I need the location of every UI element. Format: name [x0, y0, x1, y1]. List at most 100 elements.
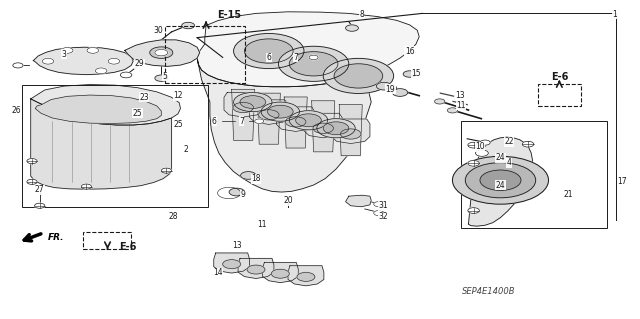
- Text: 4: 4: [506, 158, 511, 167]
- Text: 15: 15: [411, 69, 421, 78]
- Polygon shape: [33, 47, 133, 75]
- Bar: [165, 26, 245, 83]
- Circle shape: [13, 63, 23, 68]
- Bar: [83, 232, 131, 249]
- Text: 24: 24: [495, 153, 506, 162]
- Text: 1: 1: [612, 10, 617, 19]
- Text: 28: 28: [168, 212, 177, 221]
- Polygon shape: [197, 12, 419, 87]
- Circle shape: [374, 211, 384, 216]
- Circle shape: [120, 72, 132, 78]
- Text: 25: 25: [173, 120, 183, 129]
- Circle shape: [403, 71, 416, 77]
- Text: 32: 32: [378, 212, 388, 221]
- Polygon shape: [125, 40, 200, 66]
- Circle shape: [346, 25, 358, 31]
- Text: 27: 27: [35, 185, 45, 194]
- Circle shape: [150, 47, 173, 58]
- Circle shape: [480, 170, 521, 190]
- Text: 7: 7: [239, 117, 244, 126]
- Text: 20: 20: [283, 197, 293, 205]
- Text: 22: 22: [504, 137, 513, 146]
- Text: 17: 17: [617, 177, 627, 186]
- Circle shape: [27, 159, 37, 164]
- Text: E-6: E-6: [550, 71, 568, 82]
- Circle shape: [247, 265, 265, 274]
- Circle shape: [155, 49, 168, 56]
- Text: 13: 13: [232, 241, 242, 250]
- Text: 9: 9: [241, 190, 246, 199]
- Circle shape: [289, 52, 338, 76]
- Circle shape: [468, 160, 479, 166]
- Circle shape: [323, 58, 394, 93]
- Circle shape: [234, 33, 304, 69]
- Circle shape: [182, 22, 195, 29]
- Text: 12: 12: [173, 91, 182, 100]
- Circle shape: [297, 272, 315, 281]
- Circle shape: [313, 123, 333, 133]
- Circle shape: [268, 105, 293, 118]
- Polygon shape: [468, 137, 532, 226]
- Polygon shape: [31, 85, 180, 125]
- Circle shape: [334, 64, 383, 88]
- Text: 13: 13: [454, 91, 465, 100]
- Polygon shape: [214, 253, 250, 273]
- Circle shape: [476, 150, 488, 156]
- Circle shape: [468, 142, 479, 148]
- Polygon shape: [197, 58, 371, 192]
- Circle shape: [317, 119, 355, 138]
- Text: E-15: E-15: [217, 10, 241, 20]
- Polygon shape: [332, 119, 370, 144]
- Polygon shape: [262, 263, 298, 283]
- Polygon shape: [346, 195, 371, 207]
- Circle shape: [223, 260, 241, 269]
- Text: 16: 16: [404, 47, 415, 56]
- Text: 30: 30: [154, 26, 164, 35]
- Text: 6: 6: [266, 53, 271, 62]
- Circle shape: [480, 140, 490, 145]
- Circle shape: [240, 96, 266, 108]
- Circle shape: [296, 114, 321, 127]
- Text: 7: 7: [293, 53, 298, 62]
- Polygon shape: [276, 107, 315, 131]
- Polygon shape: [224, 93, 262, 117]
- Text: 18: 18: [252, 174, 260, 183]
- Text: 23: 23: [139, 93, 149, 102]
- Circle shape: [87, 48, 99, 53]
- Circle shape: [278, 46, 349, 81]
- Circle shape: [340, 129, 361, 139]
- Circle shape: [234, 93, 272, 112]
- Circle shape: [468, 208, 479, 213]
- Circle shape: [392, 89, 408, 96]
- Text: 29: 29: [134, 59, 145, 68]
- Polygon shape: [284, 97, 307, 148]
- Text: 8: 8: [359, 10, 364, 19]
- Text: SEP4E1400B: SEP4E1400B: [462, 287, 516, 296]
- Polygon shape: [31, 99, 172, 189]
- Text: 11: 11: [258, 220, 267, 229]
- Text: 19: 19: [385, 85, 396, 94]
- Circle shape: [447, 108, 458, 113]
- Polygon shape: [257, 93, 280, 144]
- Circle shape: [61, 48, 73, 53]
- Polygon shape: [232, 89, 255, 140]
- Polygon shape: [288, 266, 324, 286]
- Circle shape: [285, 117, 306, 127]
- Circle shape: [309, 55, 318, 60]
- Circle shape: [27, 179, 37, 184]
- Circle shape: [522, 141, 534, 147]
- Circle shape: [155, 75, 168, 81]
- Circle shape: [387, 85, 397, 91]
- Polygon shape: [35, 95, 161, 123]
- Polygon shape: [238, 258, 274, 278]
- Circle shape: [259, 110, 279, 120]
- Circle shape: [95, 68, 107, 74]
- Text: 5: 5: [163, 72, 168, 81]
- Text: E-6: E-6: [119, 241, 137, 252]
- Polygon shape: [304, 113, 342, 138]
- Circle shape: [42, 58, 54, 64]
- Text: 24: 24: [495, 181, 506, 189]
- Circle shape: [374, 202, 384, 207]
- Circle shape: [271, 269, 289, 278]
- Text: 31: 31: [378, 201, 388, 210]
